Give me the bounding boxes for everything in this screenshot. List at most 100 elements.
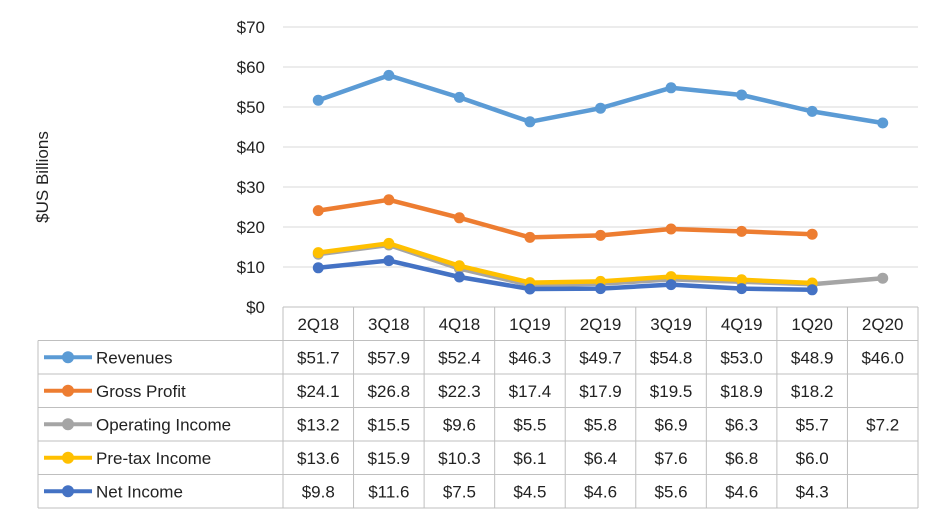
table-value-cell: $54.8 <box>650 348 693 367</box>
table-value-cell: $46.0 <box>861 348 904 367</box>
y-tick-label: $0 <box>246 298 265 317</box>
table-value-cell: $6.8 <box>725 449 758 468</box>
data-point <box>806 105 818 117</box>
table-value-cell: $48.9 <box>791 348 834 367</box>
table-value-cell: $22.3 <box>438 382 481 401</box>
data-point <box>877 117 889 129</box>
data-point <box>595 102 606 114</box>
data-point <box>383 69 395 81</box>
series-line <box>316 241 815 286</box>
y-tick-label: $50 <box>237 98 265 117</box>
y-axis-title: $US Billions <box>33 131 52 223</box>
data-point <box>595 229 606 241</box>
data-point <box>665 271 677 283</box>
table-value-cell: $6.9 <box>655 415 688 434</box>
y-tick-label: $10 <box>237 258 265 277</box>
table-value-cell: $4.5 <box>513 482 546 501</box>
data-point <box>665 223 677 235</box>
legend-series-name: Pre-tax Income <box>96 449 211 468</box>
table-value-cell: $18.9 <box>720 382 763 401</box>
legend-key-marker <box>62 451 74 464</box>
data-point <box>806 284 818 296</box>
data-point <box>524 116 536 128</box>
data-point <box>453 91 465 103</box>
table-value-cell: $17.4 <box>509 382 552 401</box>
table-value-cell: $15.5 <box>368 415 411 434</box>
x-category-label: 2Q20 <box>862 315 904 334</box>
data-point <box>312 94 324 106</box>
table-value-cell: $52.4 <box>438 348 481 367</box>
table-value-cell: $4.3 <box>796 482 829 501</box>
table-value-cell: $9.8 <box>302 482 335 501</box>
data-point <box>383 255 395 267</box>
table-value-cell: $19.5 <box>650 382 693 401</box>
data-point <box>736 89 748 101</box>
series-line <box>316 197 815 240</box>
data-point <box>665 279 677 291</box>
series-line <box>316 73 885 126</box>
data-point <box>383 194 395 206</box>
y-tick-label: $30 <box>237 178 265 197</box>
legend-key-marker <box>62 418 74 431</box>
legend-series-name: Gross Profit <box>96 382 186 401</box>
x-category-label: 4Q19 <box>721 315 763 334</box>
table-value-cell: $6.0 <box>796 449 829 468</box>
data-point <box>453 271 465 283</box>
table-value-cell: $7.2 <box>866 415 899 434</box>
table-value-cell: $13.6 <box>297 449 340 468</box>
table-value-cell: $6.1 <box>513 449 546 468</box>
table-value-cell: $15.9 <box>368 449 411 468</box>
table-value-cell: $51.7 <box>297 348 340 367</box>
x-category-label: 1Q20 <box>791 315 833 334</box>
table-value-cell: $4.6 <box>725 482 758 501</box>
table-value-cell: $7.6 <box>655 449 688 468</box>
data-point <box>312 262 324 274</box>
table-value-cell: $11.6 <box>368 482 409 501</box>
legend-key-marker <box>62 351 74 364</box>
table-value-cell: $10.3 <box>438 449 481 468</box>
x-category-label: 3Q18 <box>368 315 410 334</box>
table-value-cell: $57.9 <box>368 348 411 367</box>
y-tick-label: $60 <box>237 58 265 77</box>
data-point <box>524 231 536 243</box>
table-value-cell: $46.3 <box>509 348 552 367</box>
table-value-cell: $6.3 <box>725 415 758 434</box>
data-point <box>595 283 606 295</box>
x-category-label: 4Q18 <box>439 315 481 334</box>
table-value-cell: $18.2 <box>791 382 834 401</box>
table-value-cell: $13.2 <box>297 415 340 434</box>
legend-series-name: Operating Income <box>96 415 231 434</box>
table-value-cell: $17.9 <box>579 382 622 401</box>
table-value-cell: $24.1 <box>297 382 340 401</box>
data-point <box>312 205 324 217</box>
table-value-cell: $5.7 <box>796 415 829 434</box>
data-point <box>806 228 818 240</box>
legend-series-name: Revenues <box>96 348 173 367</box>
table-value-cell: $6.4 <box>584 449 617 468</box>
series-line <box>316 258 815 293</box>
x-category-label: 1Q19 <box>509 315 551 334</box>
x-category-label: 3Q19 <box>650 315 692 334</box>
data-point <box>312 247 324 259</box>
table-value-cell: $53.0 <box>720 348 763 367</box>
y-tick-label: $40 <box>237 138 265 157</box>
table-value-cell: $49.7 <box>579 348 622 367</box>
table-value-cell: $5.5 <box>513 415 546 434</box>
data-point <box>877 272 889 284</box>
table-value-cell: $9.6 <box>443 415 476 434</box>
table-value-cell: $26.8 <box>368 382 411 401</box>
y-tick-label: $70 <box>237 18 265 37</box>
data-point <box>453 212 465 224</box>
table-value-cell: $5.6 <box>655 482 688 501</box>
data-point <box>524 283 536 295</box>
data-point <box>736 225 748 237</box>
data-point <box>453 260 465 272</box>
data-point <box>383 237 395 249</box>
legend-series-name: Net Income <box>96 482 183 501</box>
legend-key-marker <box>62 384 74 397</box>
x-category-label: 2Q18 <box>297 315 339 334</box>
y-tick-label: $20 <box>237 218 265 237</box>
data-point <box>736 274 748 286</box>
table-value-cell: $7.5 <box>443 482 476 501</box>
